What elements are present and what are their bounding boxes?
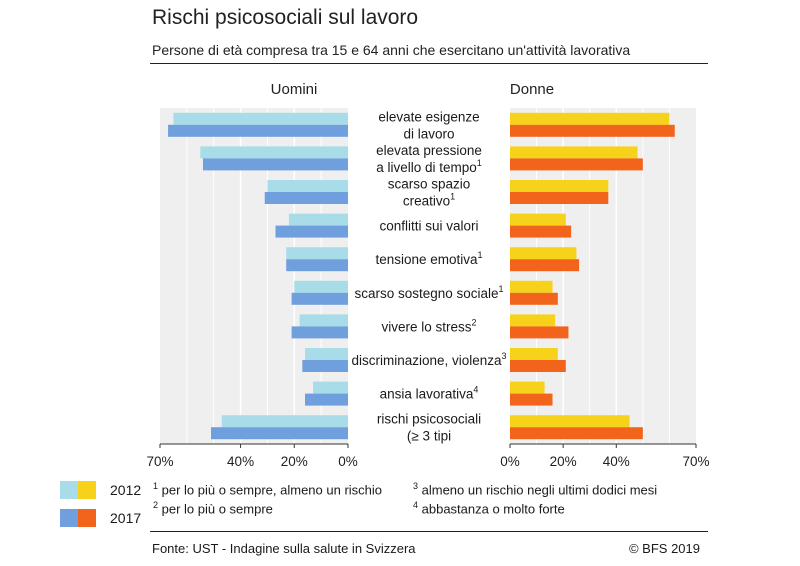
category-label-5: scarso sostegno sociale1 (354, 284, 503, 301)
bar-uomini-2017-9 (211, 427, 348, 440)
bar-donne-2017-5 (510, 292, 558, 305)
copyright-text: © BFS 2019 (628, 541, 700, 556)
chart-subtitle: Persone di età compresa tra 15 e 64 anni… (152, 42, 631, 58)
legend-swatch-women-2012 (78, 481, 96, 499)
bar-uomini-2012-0 (173, 112, 348, 125)
tick-label-uomini: 40% (227, 454, 254, 469)
bar-uomini-2017-7 (302, 360, 348, 372)
bar-uomini-2017-5 (291, 292, 348, 305)
bar-donne-2012-1 (510, 146, 638, 159)
bar-uomini-2017-3 (275, 225, 348, 238)
tick-label-donne: 0% (500, 454, 520, 469)
footnote-2: 2 per lo più o sempre (153, 500, 273, 517)
legend-swatch-men-2012 (60, 481, 78, 499)
footer-divider (150, 531, 708, 532)
tick-label-donne: 40% (603, 454, 630, 469)
bar-donne-2012-8 (510, 381, 545, 394)
category-label-9: rischi psicosociali (≥ 3 tipi (377, 412, 481, 444)
bar-uomini-2012-9 (221, 415, 348, 428)
bar-uomini-2012-8 (313, 381, 348, 394)
category-label-7: discriminazione, violenza3 (351, 351, 506, 368)
bar-donne-2017-6 (510, 326, 569, 339)
bar-donne-2017-1 (510, 158, 643, 171)
bar-donne-2017-9 (510, 427, 643, 440)
tick-label-uomini: 20% (281, 454, 308, 469)
bar-donne-2012-6 (510, 314, 556, 327)
header-divider (150, 63, 708, 64)
category-label-3: conflitti sui valori (379, 219, 478, 234)
legend-label-2017: 2017 (110, 510, 142, 526)
bar-donne-2012-2 (510, 180, 609, 192)
category-label-4: tensione emotiva1 (375, 250, 482, 267)
bar-uomini-2017-2 (264, 192, 348, 204)
tick-label-donne: 70% (682, 454, 709, 469)
source-text: Fonte: UST - Indagine sulla salute in Sv… (152, 541, 416, 556)
bar-donne-2017-7 (510, 360, 566, 372)
tick-label-uomini: 0% (338, 454, 358, 469)
category-label-8: ansia lavorativa4 (380, 385, 479, 402)
bar-uomini-2012-5 (294, 280, 348, 293)
bar-uomini-2017-0 (168, 124, 348, 137)
bar-uomini-2017-4 (286, 259, 348, 272)
category-label-1: elevata pressione a livello di tempo1 (376, 143, 482, 175)
bar-donne-2012-7 (510, 348, 558, 360)
footnote-1: 1 per lo più o sempre, almeno un rischio (153, 481, 383, 498)
bar-uomini-2012-7 (305, 348, 348, 360)
bar-donne-2017-2 (510, 192, 609, 204)
bar-uomini-2017-1 (202, 158, 348, 171)
bar-donne-2012-3 (510, 213, 566, 226)
footnote-3: 3 almeno un rischio negli ultimi dodici … (413, 481, 658, 498)
legend-swatch-men-2017 (60, 509, 78, 527)
bar-uomini-2012-4 (286, 247, 348, 260)
bar-donne-2017-3 (510, 225, 572, 238)
bar-uomini-2012-2 (267, 180, 348, 192)
bar-donne-2017-4 (510, 259, 580, 272)
chart-title: Rischi psicosociali sul lavoro (152, 6, 419, 29)
bar-donne-2012-0 (510, 112, 670, 125)
bar-donne-2012-4 (510, 247, 577, 260)
bar-donne-2017-0 (510, 124, 675, 137)
category-label-0: elevate esigenze di lavoro (378, 109, 479, 141)
panel-title-uomini: Uomini (271, 81, 318, 98)
bar-uomini-2017-6 (291, 326, 348, 339)
panel-title-donne: Donne (510, 81, 554, 98)
bar-uomini-2017-8 (305, 393, 348, 406)
tick-label-uomini: 70% (146, 454, 173, 469)
bar-uomini-2012-1 (200, 146, 348, 159)
bar-uomini-2012-3 (288, 213, 348, 226)
bar-donne-2017-8 (510, 393, 553, 406)
legend-swatch-women-2017 (78, 509, 96, 527)
category-label-2: scarso spazio creativo1 (388, 177, 471, 209)
footnote-4: 4 abbastanza o molto forte (413, 500, 565, 517)
category-label-6: vivere lo stress2 (381, 317, 476, 334)
bar-donne-2012-9 (510, 415, 630, 428)
legend-label-2012: 2012 (110, 482, 142, 498)
bar-uomini-2012-6 (299, 314, 348, 327)
tick-label-donne: 20% (550, 454, 577, 469)
bar-donne-2012-5 (510, 280, 553, 293)
